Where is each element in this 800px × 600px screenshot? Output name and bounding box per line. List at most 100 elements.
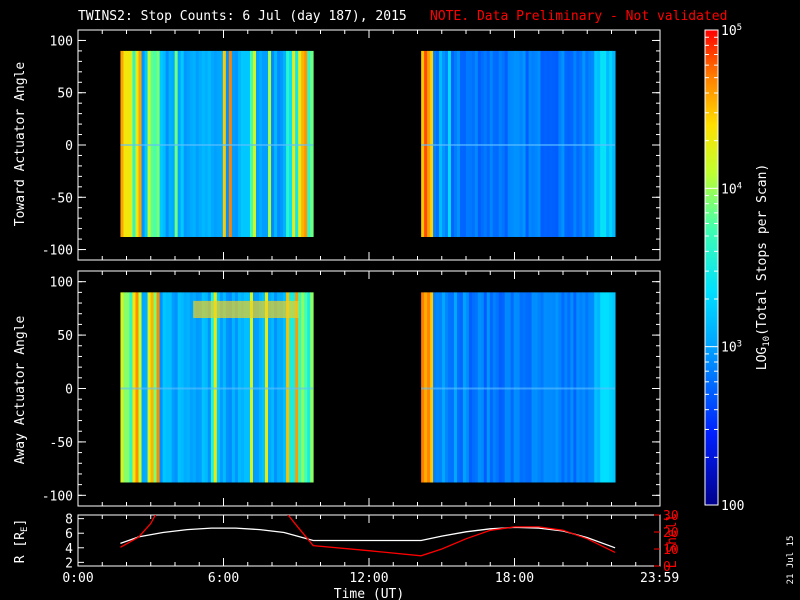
away-panel-cell <box>477 292 482 483</box>
away-panel-cell <box>528 292 532 483</box>
away-panel-cell <box>546 292 550 483</box>
toward-panel-cell <box>597 50 601 238</box>
away-panel-ytick-label: -50 <box>50 436 73 451</box>
toward-panel-cell <box>307 50 311 238</box>
away-panel-band <box>193 300 299 318</box>
toward-panel-cell <box>555 50 559 238</box>
away-panel-cell <box>201 292 206 483</box>
toward-panel-cell <box>576 50 580 238</box>
away-panel-cell <box>439 292 443 483</box>
toward-panel-cell <box>295 50 299 238</box>
toward-panel-cell <box>292 50 296 238</box>
toward-panel-cell <box>186 50 191 238</box>
date-stamp: 21 Jul 15 <box>786 536 796 585</box>
toward-panel-cell <box>286 50 290 238</box>
lshell-ylabel: L Shell <box>665 514 680 569</box>
preliminary-note: NOTE. Data Preliminary - Not validated <box>430 9 727 24</box>
away-panel-cell <box>271 292 275 483</box>
away-panel-cell <box>168 292 173 483</box>
lshell-ytick-label: 10 <box>663 543 679 558</box>
toward-panel-cell <box>468 50 473 238</box>
away-panel-cell <box>600 292 604 483</box>
toward-panel-cell <box>228 50 233 238</box>
away-ylabel: Away Actuator Angle <box>13 315 28 464</box>
toward-panel-cell <box>442 50 446 238</box>
away-panel-cell <box>156 292 160 483</box>
toward-panel-cell <box>138 50 142 238</box>
toward-panel-cell <box>558 50 562 238</box>
colorbar-tick-label: 100 <box>721 499 744 514</box>
chart-title: TWINS2: Stop Counts: 6 Jul (day 187), 20… <box>78 9 407 24</box>
toward-panel-cell <box>271 50 275 238</box>
toward-panel-cell <box>606 50 610 238</box>
toward-panel-cell <box>504 50 509 238</box>
away-panel-cell <box>243 292 248 483</box>
colorbar-tick-label: 104 <box>721 181 742 197</box>
x-axis-title: Time (UT) <box>334 587 404 600</box>
toward-panel-cell <box>456 50 461 238</box>
toward-panel-cell <box>495 50 500 238</box>
away-panel-cell <box>262 292 266 483</box>
toward-panel-cell <box>240 50 245 238</box>
colorbar-gradient <box>704 29 719 506</box>
toward-panel-cell <box>436 50 440 238</box>
toward-panel-ytick-label: -100 <box>42 244 73 259</box>
away-panel-cell <box>225 292 230 483</box>
colorbar-tick-label: 105 <box>721 23 742 39</box>
r-ytick-label: 6 <box>65 527 73 542</box>
toward-panel-cell <box>123 50 127 238</box>
away-panel-cell <box>504 292 509 483</box>
away-panel-cell <box>195 292 200 483</box>
away-panel-cell <box>237 292 242 483</box>
away-panel-cell <box>129 292 133 483</box>
away-panel-cell <box>207 292 212 483</box>
away-panel-cell <box>522 292 526 483</box>
away-panel-cell <box>165 292 170 483</box>
x-tick-label: 12:00 <box>349 571 388 586</box>
toward-panel-ytick-label: 0 <box>65 139 73 154</box>
away-panel-cell <box>606 292 610 483</box>
toward-panel-cell <box>195 50 200 238</box>
away-panel-cell <box>513 292 518 483</box>
away-panel-cell <box>301 292 305 483</box>
away-panel-cell <box>462 292 467 483</box>
toward-panel-cell <box>189 50 194 238</box>
lshell-ytick-label: 30 <box>663 509 679 524</box>
toward-panel-ytick-label: 100 <box>50 34 73 49</box>
away-panel-cell <box>507 292 512 483</box>
toward-panel-cell <box>135 50 139 238</box>
away-panel-cell <box>579 292 583 483</box>
away-panel-cell <box>265 292 269 483</box>
toward-panel-cell <box>567 50 571 238</box>
away-panel-cell <box>189 292 194 483</box>
away-panel-cell <box>216 292 221 483</box>
toward-panel-cell <box>480 50 485 238</box>
toward-panel-cell <box>573 50 577 238</box>
toward-panel-cell <box>513 50 518 238</box>
away-panel-cell <box>304 292 308 483</box>
toward-panel-cell <box>156 50 160 238</box>
toward-panel-cell <box>165 50 170 238</box>
toward-panel-cell <box>274 50 278 238</box>
away-panel-cell <box>495 292 500 483</box>
toward-panel-cell <box>144 50 148 238</box>
toward-panel-cell <box>459 50 464 238</box>
toward-panel-cell <box>225 50 230 238</box>
r-ytick-label: 2 <box>65 556 73 571</box>
away-panel-cell <box>549 292 553 483</box>
toward-panel-cell <box>492 50 497 238</box>
toward-panel-cell <box>445 50 449 238</box>
toward-panel-ytick-label: -50 <box>50 191 73 206</box>
away-panel-cell <box>498 292 503 483</box>
away-panel-cell <box>210 292 215 483</box>
x-tick-label: 18:00 <box>495 571 534 586</box>
toward-panel-cell <box>201 50 206 238</box>
away-panel-cell <box>558 292 562 483</box>
toward-panel-cell <box>219 50 224 238</box>
away-panel-cell <box>573 292 577 483</box>
toward-panel-cell <box>439 50 443 238</box>
toward-panel-cell <box>486 50 491 238</box>
away-panel-cell <box>246 292 251 483</box>
toward-panel-cell <box>498 50 503 238</box>
